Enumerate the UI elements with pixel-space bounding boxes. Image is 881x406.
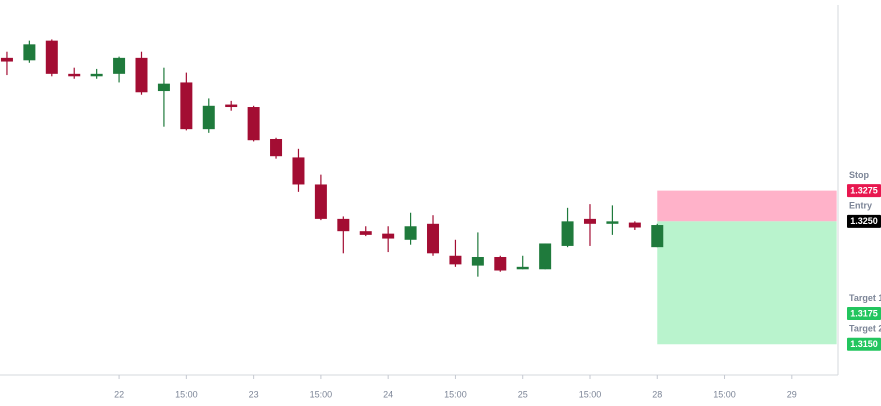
candle-body [157, 83, 170, 92]
level-tag [847, 337, 881, 351]
candle-body [583, 218, 596, 224]
candle-body [247, 107, 260, 141]
candle-body [539, 243, 552, 270]
x-tick-label: 15:00 [175, 389, 198, 399]
level-value: 1.3175 [850, 308, 878, 318]
candle-body [68, 73, 81, 77]
candle-body [23, 44, 36, 61]
candle-body [628, 222, 641, 228]
candle-body [449, 255, 462, 265]
stop-zone [657, 190, 837, 222]
candle-body [225, 104, 238, 108]
level-name: Entry [849, 201, 872, 211]
x-tick-label: 15:00 [310, 389, 333, 399]
level-name: Target 1 [849, 293, 881, 303]
level-tag [847, 214, 881, 228]
candle-body [494, 256, 507, 271]
x-tick-label: 22 [114, 389, 124, 399]
candle-body [382, 233, 395, 239]
candle-body [0, 57, 13, 62]
candle-body [427, 223, 440, 254]
level-name: Target 2 [849, 324, 881, 334]
candle-body [45, 40, 58, 74]
x-tick-label: 28 [652, 389, 662, 399]
level-name: Stop [849, 170, 869, 180]
candle-body [202, 105, 215, 130]
x-tick-label: 15:00 [713, 389, 736, 399]
level-value: 1.3250 [850, 216, 878, 226]
candle-body [90, 73, 103, 77]
x-tick-label: 15:00 [444, 389, 467, 399]
x-tick-label: 24 [383, 389, 393, 399]
candle-body [314, 184, 327, 219]
candle-body [292, 157, 305, 185]
candle-body [404, 226, 417, 240]
candle-body [135, 57, 148, 93]
level-tag [847, 307, 881, 321]
candle-body [113, 57, 126, 74]
x-tick-label: 25 [518, 389, 528, 399]
level-value: 1.3275 [850, 185, 878, 195]
candle-body [651, 225, 664, 248]
candle-body [359, 231, 372, 235]
level-tag [847, 184, 881, 198]
candle-body [471, 256, 484, 266]
x-tick-label: 15:00 [579, 389, 602, 399]
x-tick-label: 29 [787, 389, 797, 399]
candle-body [561, 221, 574, 246]
candle-body [337, 218, 350, 232]
candle-body [270, 138, 283, 157]
candle-body [180, 82, 193, 130]
candle-body [606, 221, 619, 224]
target-zone [657, 221, 837, 345]
candle-body [516, 266, 529, 270]
level-value: 1.3150 [850, 339, 878, 349]
x-tick-label: 23 [249, 389, 259, 399]
